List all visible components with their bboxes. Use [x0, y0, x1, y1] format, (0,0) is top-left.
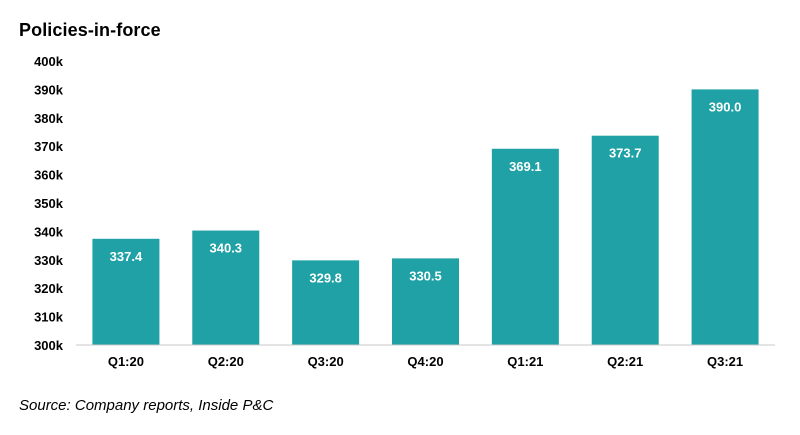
- x-tick-label: Q4:20: [407, 354, 443, 369]
- bars-group: 337.4 340.3 329.8 330.5 369.1 373.7 390.0: [92, 89, 759, 346]
- bar: [92, 238, 160, 345]
- y-tick-label: 400k: [34, 54, 64, 69]
- bar: [691, 89, 759, 346]
- y-tick-label: 310k: [34, 310, 64, 325]
- x-tick-label: Q2:21: [607, 354, 643, 369]
- bar: [491, 148, 559, 345]
- y-tick-label: 360k: [34, 168, 64, 183]
- y-tick-label: 350k: [34, 196, 64, 211]
- y-tick-label: 320k: [34, 281, 64, 296]
- bar-value-label: 340.3: [210, 241, 243, 256]
- bar-value-label: 337.4: [110, 249, 143, 264]
- y-tick-label: 390k: [34, 82, 64, 97]
- bar-value-label: 330.5: [409, 268, 442, 283]
- bar-value-label: 373.7: [609, 146, 642, 161]
- bar: [292, 260, 360, 345]
- x-tick-label: Q1:20: [108, 354, 144, 369]
- x-axis: Q1:20 Q2:20 Q3:20 Q4:20 Q1:21 Q2:21 Q3:21: [108, 354, 743, 369]
- y-tick-label: 380k: [34, 111, 64, 126]
- y-tick-label: 300k: [34, 338, 64, 353]
- source-note: Source: Company reports, Inside P&C: [19, 397, 274, 414]
- y-tick-label: 340k: [34, 224, 64, 239]
- y-axis: 300k 310k 320k 330k 340k 350k 360k 370k 380k 390k…: [34, 54, 64, 353]
- bar-value-label: 390.0: [709, 99, 742, 114]
- bar: [591, 135, 659, 345]
- bar-value-label: 369.1: [509, 159, 542, 174]
- y-tick-label: 370k: [34, 139, 64, 154]
- bar: [192, 230, 260, 345]
- y-tick-label: 330k: [34, 253, 64, 268]
- x-tick-label: Q3:21: [707, 354, 743, 369]
- bar: [392, 258, 459, 345]
- x-tick-label: Q3:20: [308, 354, 344, 369]
- x-tick-label: Q2:20: [208, 354, 244, 369]
- bar-value-label: 329.8: [309, 270, 342, 285]
- chart-title: Policies-in-force: [19, 20, 161, 40]
- x-tick-label: Q1:21: [507, 354, 543, 369]
